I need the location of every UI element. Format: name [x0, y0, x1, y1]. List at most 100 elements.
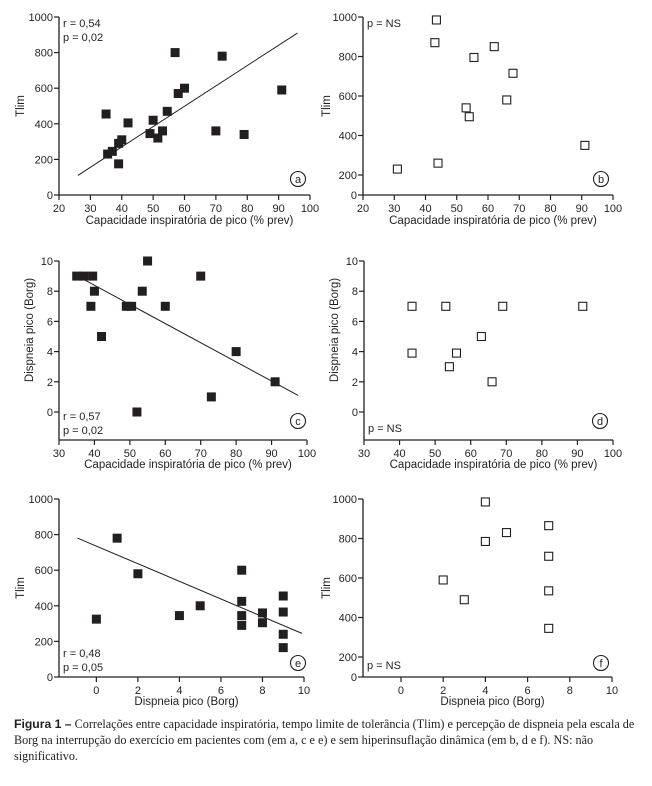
data-point — [237, 611, 247, 621]
y-tick-label: 600 — [35, 83, 53, 95]
data-point — [502, 95, 512, 105]
x-tick-label: 50 — [451, 203, 463, 215]
data-point — [480, 497, 490, 507]
data-point — [133, 569, 143, 579]
y-tick-label: 800 — [35, 48, 53, 60]
x-tick-label: 8 — [259, 685, 265, 697]
data-point — [441, 301, 451, 311]
data-point — [231, 347, 241, 357]
y-tick-label: 6 — [47, 316, 53, 328]
x-tick-label: 50 — [429, 448, 441, 460]
panel-letter-circle — [289, 412, 307, 430]
panel-letter: f — [599, 658, 603, 670]
data-point — [578, 301, 588, 311]
x-tick-label: 80 — [230, 448, 242, 460]
data-point — [459, 595, 469, 605]
x-tick-label: 60 — [159, 448, 171, 460]
x-tick-label: 10 — [298, 685, 310, 697]
y-axis-label: Dispneia pico (Borg) — [329, 278, 341, 382]
x-axis-label: Capacidade inspiratória de pico (% prev) — [389, 215, 597, 227]
y-tick-label: 400 — [339, 131, 357, 143]
y-tick-label: 800 — [339, 52, 357, 64]
stat-annotation: r = 0,54 — [63, 18, 101, 30]
data-point — [211, 126, 221, 136]
data-point — [277, 85, 287, 95]
x-axis-label: Capacidade inspiratória de pico (% prev) — [84, 459, 292, 471]
data-point — [145, 129, 155, 139]
x-tick-label: 8 — [567, 685, 573, 697]
data-point — [257, 618, 267, 628]
x-tick-label: 6 — [218, 685, 224, 697]
panel-letter-circle — [289, 170, 307, 188]
data-point — [444, 362, 454, 372]
x-tick-label: 50 — [147, 203, 159, 215]
data-point — [153, 133, 163, 143]
regression-line — [77, 537, 303, 634]
y-axis-label: Tlim — [15, 95, 27, 117]
x-tick-label: 10 — [606, 685, 618, 697]
data-point — [257, 608, 267, 618]
y-tick-label: 200 — [35, 636, 53, 648]
panel-letter-circle — [591, 412, 609, 430]
y-tick-label: 200 — [339, 170, 357, 182]
x-tick-label: 30 — [53, 448, 65, 460]
data-point — [544, 521, 554, 531]
data-point — [97, 332, 107, 341]
data-point — [433, 158, 443, 168]
stat-annotation: r = 0,48 — [63, 648, 101, 660]
data-point — [580, 140, 590, 150]
y-tick-label: 1000 — [29, 494, 53, 506]
panel-a: 0 200 400 600 800 1000 20 30 40 50 60 70 80 90 100 Capa… — [15, 12, 319, 227]
data-point — [206, 392, 216, 402]
x-tick-label: 4 — [176, 685, 182, 697]
x-tick-label: 60 — [482, 203, 494, 215]
data-point — [501, 528, 512, 538]
x-tick-label: 90 — [576, 203, 588, 215]
x-tick-label: 0 — [93, 685, 99, 697]
x-tick-label: 70 — [195, 448, 207, 460]
x-tick-label: 90 — [273, 203, 285, 215]
y-tick-label: 1000 — [333, 494, 357, 506]
x-tick-label: 40 — [393, 448, 405, 460]
y-tick-label: 800 — [35, 530, 53, 542]
data-point — [158, 126, 168, 136]
y-tick-label: 600 — [339, 91, 357, 103]
panel-letter-circle — [592, 170, 610, 188]
data-point — [508, 68, 518, 78]
x-tick-label: 100 — [604, 448, 622, 460]
data-point — [498, 301, 508, 311]
data-point — [117, 135, 127, 145]
x-tick-label: 90 — [571, 448, 583, 460]
x-tick-label: 70 — [210, 203, 222, 215]
data-point — [112, 533, 122, 543]
stat-annotation: p = NS — [368, 423, 402, 435]
data-point — [107, 146, 117, 156]
data-point — [480, 536, 490, 547]
y-tick-label: 0 — [47, 407, 53, 419]
y-tick-label: 0 — [352, 407, 358, 419]
stat-annotation: p = 0,05 — [63, 662, 103, 674]
data-point — [237, 620, 247, 630]
data-point — [544, 586, 554, 596]
x-tick-label: 40 — [116, 203, 128, 215]
x-tick-label: 40 — [88, 448, 100, 460]
y-tick-label: 400 — [339, 613, 357, 625]
stat-annotation: r = 0,57 — [63, 411, 101, 423]
x-tick-label: 20 — [53, 203, 65, 215]
panel-letter: a — [295, 174, 302, 186]
data-point — [431, 15, 441, 25]
y-tick-label: 2 — [352, 377, 358, 389]
data-point — [438, 575, 448, 585]
regression-line — [80, 277, 299, 396]
x-tick-label: 70 — [513, 203, 525, 215]
stat-annotation: p = 0,02 — [63, 32, 103, 44]
data-point — [103, 149, 113, 159]
y-tick-label: 1000 — [29, 12, 53, 24]
data-point — [476, 331, 486, 342]
data-point — [143, 256, 153, 266]
y-tick-label: 6 — [352, 316, 358, 328]
data-point — [461, 103, 471, 113]
panel-letter-circle — [592, 654, 610, 672]
x-tick-label: 60 — [465, 448, 477, 460]
data-point — [127, 301, 137, 311]
